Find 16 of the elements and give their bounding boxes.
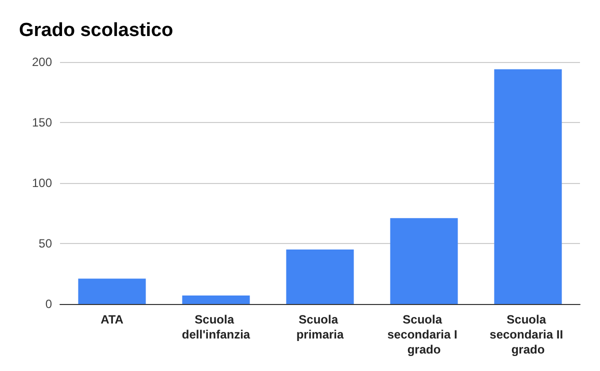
chart-title: Grado scolastico	[19, 20, 174, 41]
y-tick-label: 0	[45, 297, 52, 311]
x-tick-label: Scuola secondaria II grado	[490, 312, 566, 356]
bar	[286, 250, 354, 304]
x-tick-label: Scuola secondaria I grado	[387, 312, 461, 356]
y-tick-label: 150	[32, 116, 52, 130]
bar	[182, 296, 250, 304]
bar	[78, 278, 146, 304]
y-tick-label: 100	[32, 176, 52, 190]
x-tick-label: ATA	[100, 312, 124, 326]
bar	[494, 69, 562, 304]
y-tick-label: 50	[38, 236, 52, 250]
x-tick-label: Scuola dell'infanzia	[182, 312, 250, 342]
y-tick-label: 200	[32, 55, 52, 69]
bar	[390, 218, 458, 304]
x-tick-label: Scuola primaria	[296, 312, 344, 342]
